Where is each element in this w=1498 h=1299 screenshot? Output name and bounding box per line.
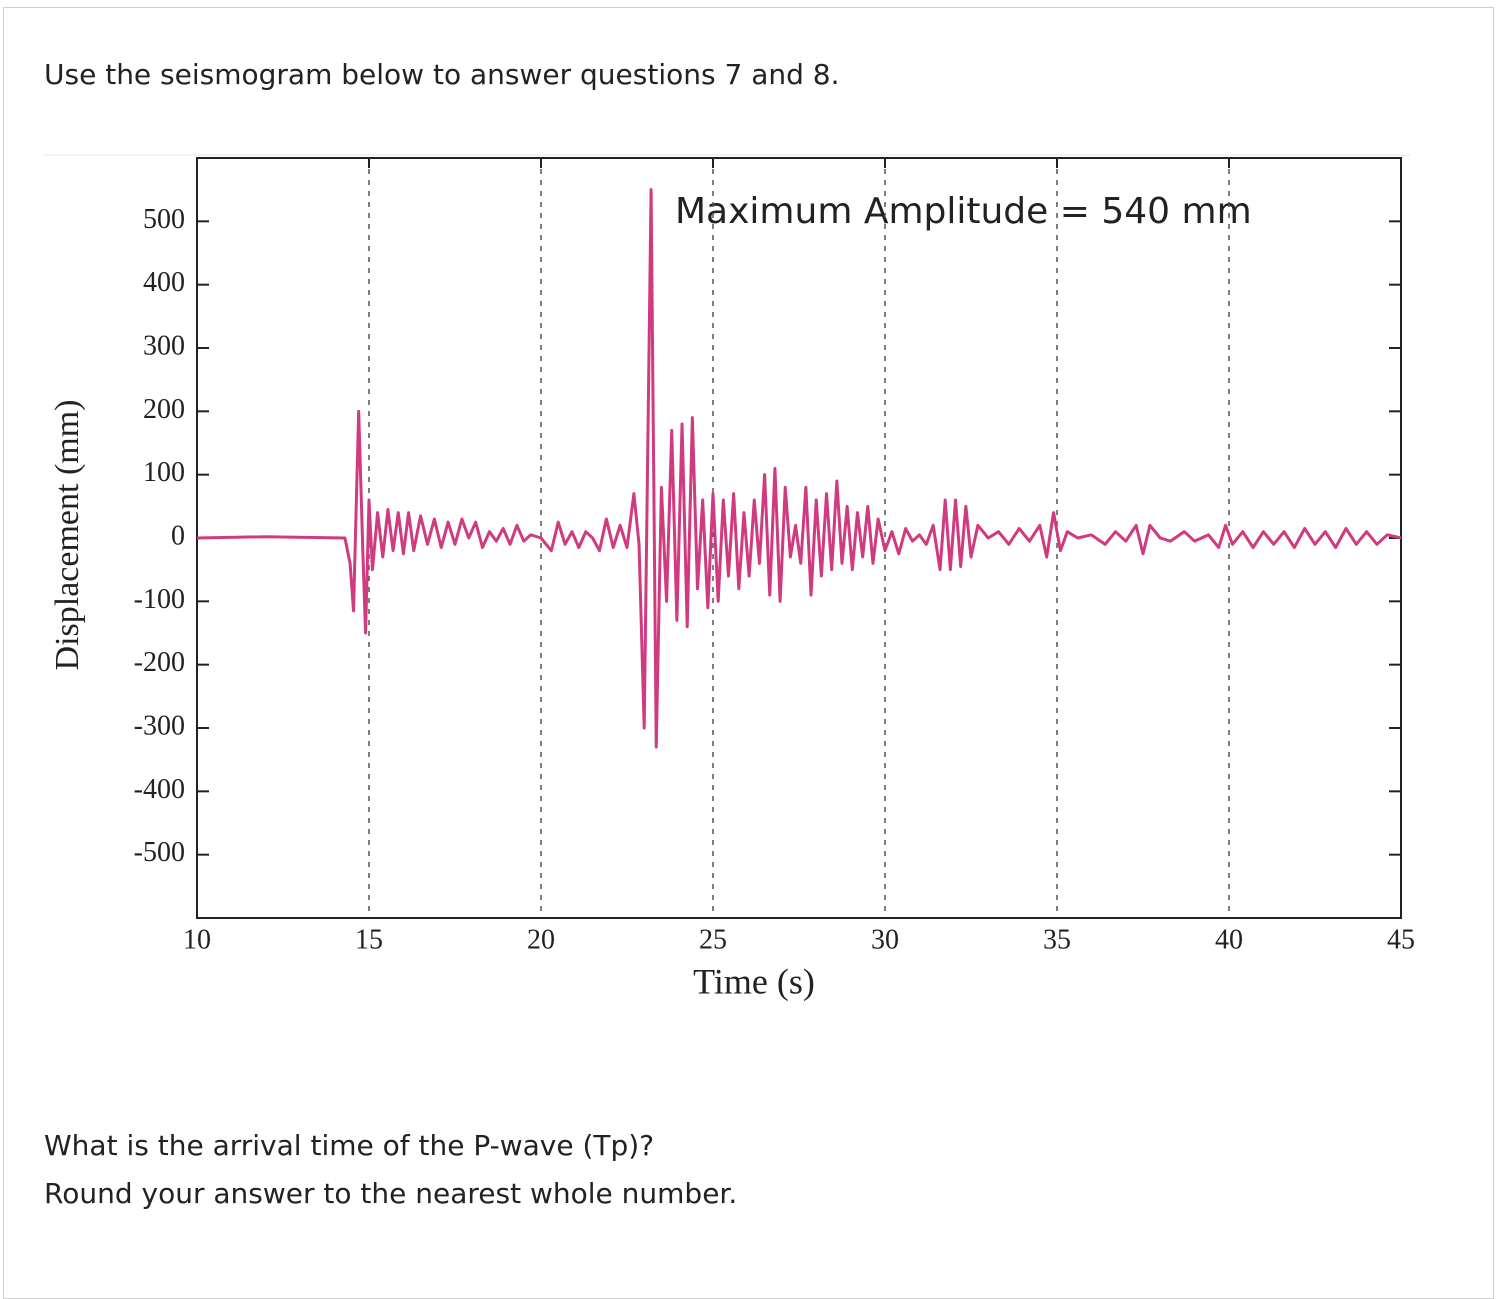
y-axis-label: Displacement (mm) <box>49 400 86 671</box>
x-tick-label: 25 <box>699 924 727 955</box>
y-tick-label: -500 <box>134 837 185 868</box>
x-tick-label: 10 <box>183 924 211 955</box>
annotation: Maximum Amplitude = 540 mm <box>675 191 1252 232</box>
seismogram-trace <box>196 188 1402 749</box>
x-tick-label: 40 <box>1215 924 1243 955</box>
question-line: What is the arrival time of the P-wave (… <box>44 1129 655 1162</box>
x-axis-label: Time (s) <box>693 961 815 1001</box>
y-tick-label: 500 <box>143 204 185 235</box>
x-tick-label: 30 <box>871 924 899 955</box>
y-tick-label: -400 <box>134 774 185 805</box>
x-tick-label: 15 <box>355 924 383 955</box>
x-tick-label: 20 <box>527 924 555 955</box>
y-tick-label: 200 <box>143 394 185 425</box>
x-tick-label: 35 <box>1043 924 1071 955</box>
y-tick-label: -200 <box>134 647 185 678</box>
y-tick-label: 100 <box>143 457 185 488</box>
y-tick-label: 0 <box>171 520 185 551</box>
y-tick-label: 300 <box>143 330 185 361</box>
intro-text: Use the seismogram below to answer quest… <box>44 58 840 91</box>
y-tick-label: -100 <box>134 584 185 615</box>
x-tick-label: 45 <box>1387 924 1415 955</box>
y-tick-label: -300 <box>134 710 185 741</box>
question-line: Round your answer to the nearest whole n… <box>44 1177 738 1210</box>
chart: Maximum Amplitude = 540 mm Time (s) Disp… <box>44 154 1415 1001</box>
y-tick-label: 400 <box>143 267 185 298</box>
